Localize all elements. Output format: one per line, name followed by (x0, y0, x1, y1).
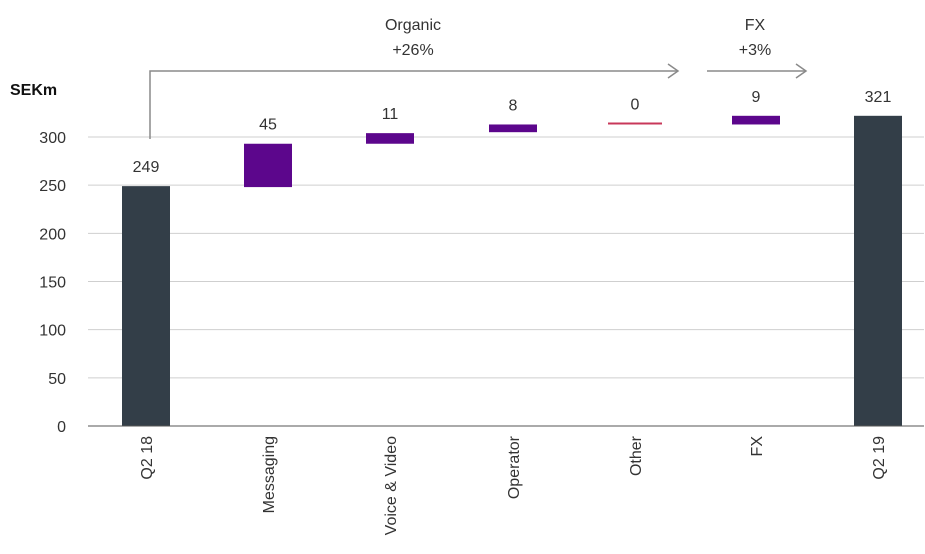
category-label: Q2 19 (871, 436, 888, 480)
y-tick-label: 250 (39, 178, 66, 195)
y-tick-label: 50 (48, 371, 66, 388)
category-label: Operator (506, 435, 523, 499)
y-tick-label: 100 (39, 323, 66, 340)
bar (366, 133, 414, 144)
data-labels: 249 45 11 8 0 9 321 (133, 89, 892, 176)
organic-annotation: Organic +26% (149, 17, 680, 139)
category-label: Messaging (261, 436, 278, 513)
organic-annotation-value: +26% (392, 42, 433, 59)
data-label: 11 (382, 106, 399, 123)
bar (244, 143, 292, 188)
bar (489, 124, 537, 133)
gridlines (88, 136, 924, 379)
category-label: Q2 18 (139, 436, 156, 480)
bars (122, 115, 902, 426)
data-label: 249 (133, 159, 160, 176)
y-tick-label: 200 (39, 226, 66, 243)
data-label: 45 (259, 117, 277, 134)
organic-arrow-head (667, 63, 680, 79)
data-label: 321 (865, 89, 892, 106)
bar (854, 115, 902, 426)
data-label: 8 (509, 97, 518, 114)
y-tick-label: 0 (57, 419, 66, 436)
organic-annotation-title: Organic (385, 17, 441, 34)
category-labels: Q2 18 Messaging Voice & Video Operator Other… (139, 435, 888, 535)
bar (122, 186, 170, 426)
y-tick-labels: 0 50 100 150 200 250 300 (39, 130, 66, 436)
fx-annotation: FX +3% (707, 17, 808, 79)
bar (732, 115, 780, 125)
fx-arrow-head (795, 63, 808, 79)
organic-arrow-line (149, 70, 678, 139)
data-label: 9 (752, 89, 761, 106)
data-label: 0 (631, 97, 640, 114)
category-label: FX (749, 436, 766, 457)
category-label: Other (628, 435, 645, 476)
category-label: Voice & Video (383, 436, 400, 535)
fx-annotation-value: +3% (739, 42, 771, 59)
y-axis-label: SEKm (10, 82, 57, 99)
y-tick-label: 150 (39, 275, 66, 292)
y-tick-label: 300 (39, 130, 66, 147)
fx-annotation-title: FX (745, 17, 766, 34)
